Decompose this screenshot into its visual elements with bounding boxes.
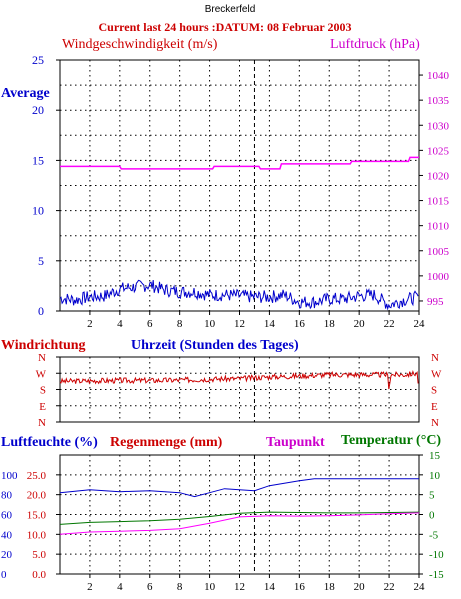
humidity-tick-label: 20	[1, 549, 13, 561]
wind-speed-tick-label: 25	[32, 53, 44, 67]
direction-tick-label-right: S	[431, 385, 437, 397]
bottom-x-tick-label: 18	[324, 581, 336, 593]
pressure-tick-label: 1020	[427, 170, 450, 182]
wind-speed-label: Windgeschwindigkeit (m/s)	[62, 37, 218, 52]
bottom-x-tick-label: 16	[294, 581, 306, 593]
wind-speed-tick-label: 5	[38, 254, 44, 268]
direction-tick-label-right: E	[431, 401, 438, 413]
pressure-tick-label: 1025	[427, 145, 450, 157]
temperature-line	[59, 511, 420, 525]
rain-tick-label: 10.0	[27, 529, 47, 541]
direction-tick-label-left: N	[38, 417, 46, 429]
wind-speed-tick-label: 10	[32, 204, 44, 218]
temperature-tick-label: -15	[429, 569, 444, 581]
direction-tick-label-left: N	[38, 352, 46, 364]
top-x-tick-label: 6	[147, 318, 153, 330]
top-x-tick-label: 12	[234, 318, 245, 330]
humidity-tick-label: 80	[1, 490, 13, 502]
rain-tick-label: 25.0	[27, 470, 47, 482]
direction-tick-label-left: S	[40, 385, 46, 397]
humidity-tick-label: 100	[1, 470, 18, 482]
humidity-tick-label: 60	[1, 510, 13, 522]
rain-tick-label: 20.0	[27, 490, 47, 502]
average-label: Average	[1, 86, 50, 101]
direction-tick-label-left: W	[36, 368, 47, 380]
bottom-x-tick-label: 4	[117, 581, 123, 593]
humidity-label: Luftfeuchte (%)	[1, 435, 98, 450]
wind-speed-line	[59, 279, 419, 311]
direction-tick-label-left: E	[39, 401, 46, 413]
top-x-tick-label: 22	[384, 318, 395, 330]
temperature-tick-label: 0	[429, 510, 435, 522]
temperature-tick-label: 5	[429, 490, 435, 502]
bottom-x-tick-label: 8	[177, 581, 183, 593]
time-axis-label: Uhrzeit (Stunden des Tages)	[131, 338, 299, 353]
chart-layers: 2 4 6 8 10 12 14 16 18 20 22 2405101520259951000100…	[1, 53, 450, 593]
pressure-tick-label: 1040	[427, 70, 450, 82]
bottom-x-tick-label: 2	[87, 581, 93, 593]
bottom-x-tick-label: 12	[234, 581, 245, 593]
direction-tick-label-right: N	[431, 352, 439, 364]
dewpoint-line	[59, 512, 420, 535]
pressure-tick-label: 995	[427, 296, 444, 308]
temperature-label: Temperatur (°C)	[341, 433, 441, 448]
wind-speed-tick-label: 0	[38, 304, 44, 318]
bottom-x-tick-label: 10	[204, 581, 216, 593]
dewpoint-label: Taupunkt	[266, 435, 325, 450]
wind-direction-line	[59, 369, 419, 390]
pressure-line	[60, 156, 419, 170]
top-x-tick-label: 20	[354, 318, 366, 330]
top-x-tick-label: 14	[264, 318, 276, 330]
top-x-tick-label: 16	[294, 318, 306, 330]
pressure-tick-label: 1000	[427, 271, 450, 283]
rain-tick-label: 15.0	[27, 510, 47, 522]
humidity-line	[59, 478, 419, 498]
top-x-tick-label: 8	[177, 318, 183, 330]
chart-subtitle: Current last 24 hours :DATUM: 08 Februar…	[99, 20, 352, 34]
pressure-tick-label: 1030	[427, 120, 450, 132]
wind-speed-tick-label: 15	[32, 153, 44, 167]
bottom-x-tick-label: 14	[264, 581, 276, 593]
top-x-tick-label: 4	[117, 318, 123, 330]
temperature-tick-label: -5	[429, 529, 439, 541]
pressure-label: Luftdruck (hPa)	[330, 37, 420, 52]
pressure-tick-label: 1015	[427, 196, 450, 208]
pressure-tick-label: 1010	[427, 221, 450, 233]
wind-speed-tick-label: 20	[32, 103, 44, 117]
pressure-tick-label: 1005	[427, 246, 450, 258]
rain-label: Regenmenge (mm)	[110, 435, 223, 450]
top-x-tick-label: 10	[204, 318, 216, 330]
pressure-tick-label: 1035	[427, 95, 450, 107]
direction-tick-label-right: N	[431, 417, 439, 429]
bottom-x-tick-label: 22	[384, 581, 395, 593]
bottom-x-tick-label: 24	[414, 581, 426, 593]
rain-tick-label: 0.0	[32, 569, 46, 581]
rain-tick-label: 5.0	[32, 549, 46, 561]
station-name: Breckerfeld	[205, 4, 256, 15]
bottom-x-tick-label: 20	[354, 581, 366, 593]
humidity-tick-label: 40	[1, 529, 13, 541]
top-x-tick-label: 18	[324, 318, 336, 330]
temperature-tick-label: -10	[429, 549, 444, 561]
temperature-tick-label: 15	[429, 450, 441, 462]
wind-direction-label: Windrichtung	[1, 338, 86, 353]
humidity-tick-label: 0	[1, 569, 7, 581]
direction-tick-label-right: W	[431, 368, 442, 380]
bottom-x-tick-label: 6	[147, 581, 153, 593]
top-x-tick-label: 24	[414, 318, 426, 330]
top-x-tick-label: 2	[87, 318, 93, 330]
temperature-tick-label: 10	[429, 470, 441, 482]
